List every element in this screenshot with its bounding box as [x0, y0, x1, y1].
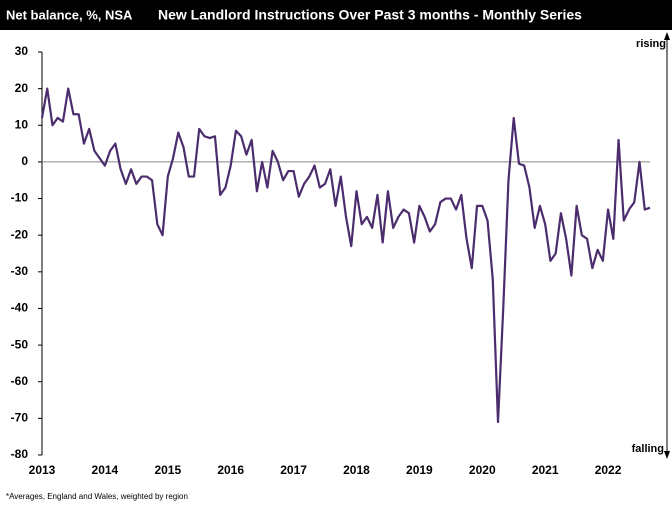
y-tick-label: -10: [11, 191, 29, 205]
falling-label: falling: [632, 443, 664, 455]
x-tick-label: 2014: [92, 463, 119, 477]
y-tick-label: 20: [15, 81, 29, 95]
y-tick-label: -20: [11, 227, 29, 241]
y-tick-label: -30: [11, 264, 29, 278]
y-tick-label: 0: [21, 154, 28, 168]
chart-title: New Landlord Instructions Over Past 3 mo…: [158, 7, 582, 23]
x-tick-label: 2022: [595, 463, 622, 477]
x-tick-label: 2017: [280, 463, 307, 477]
header-bar: [0, 0, 672, 30]
data-line: [40, 87, 651, 424]
y-tick-label: -40: [11, 301, 29, 315]
x-tick-label: 2021: [532, 463, 559, 477]
header-left: Net balance, %, NSA: [6, 7, 133, 22]
y-tick-label: -80: [11, 447, 29, 461]
y-tick-label: -50: [11, 337, 29, 351]
y-tick-label: -60: [11, 374, 29, 388]
footnote: *Averages, England and Wales, weighted b…: [6, 492, 188, 501]
x-tick-label: 2019: [406, 463, 433, 477]
x-tick-label: 2015: [154, 463, 181, 477]
rising-label: rising: [636, 38, 666, 50]
x-tick-label: 2016: [217, 463, 244, 477]
x-tick-label: 2020: [469, 463, 496, 477]
y-tick-label: 10: [15, 117, 29, 131]
arrow-head-down: [664, 451, 670, 459]
x-tick-label: 2013: [29, 463, 56, 477]
x-tick-label: 2018: [343, 463, 370, 477]
y-tick-label: 30: [15, 44, 29, 58]
y-tick-label: -70: [11, 411, 29, 425]
arrow-head-up: [664, 32, 670, 40]
